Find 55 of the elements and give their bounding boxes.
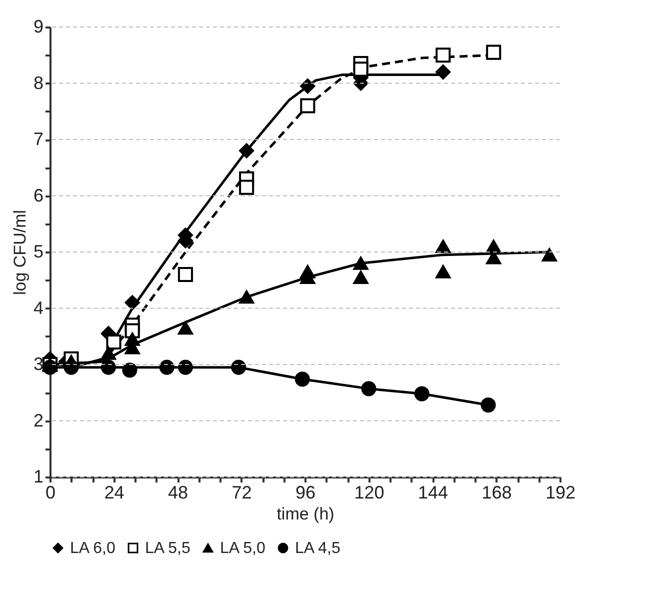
- point: [100, 360, 116, 375]
- point: [124, 295, 140, 310]
- point: [300, 78, 316, 94]
- point: [414, 386, 430, 402]
- x-tick-label: 96: [295, 482, 316, 502]
- y-tick-label: 2: [33, 410, 44, 430]
- legend-label: LA 6,0: [70, 540, 116, 557]
- point: [480, 397, 496, 413]
- x-axis-title: time (h): [276, 504, 334, 524]
- point: [106, 334, 122, 350]
- point: [353, 62, 368, 77]
- y-tick-label: 3: [33, 354, 44, 374]
- legend-label: LA 4,5: [295, 540, 340, 557]
- point: [42, 360, 58, 375]
- legend-label: LA 5,5: [145, 540, 190, 557]
- point: [64, 360, 79, 375]
- point: [436, 240, 451, 254]
- point: [361, 381, 376, 396]
- point: [353, 256, 368, 270]
- point: [100, 346, 116, 360]
- x-tick-label: 144: [418, 482, 448, 502]
- point: [159, 360, 174, 375]
- y-tick-label: 8: [33, 72, 44, 93]
- point: [239, 180, 254, 195]
- point: [353, 270, 368, 284]
- x-tick-label: 120: [354, 482, 384, 502]
- y-tick-label: 6: [33, 185, 44, 206]
- point: [239, 290, 254, 304]
- point: [486, 44, 502, 60]
- x-tick-label: 0: [45, 482, 56, 502]
- point: [294, 372, 310, 387]
- point: [231, 360, 246, 375]
- x-tick-label: 48: [168, 482, 188, 502]
- point: [436, 265, 451, 278]
- x-tick-label: 72: [232, 482, 252, 502]
- x-tick-label: 192: [545, 482, 576, 502]
- y-axis-title: log CFU/ml: [10, 210, 30, 296]
- y-tick-label: 4: [33, 298, 44, 318]
- y-tick-label: 1: [33, 466, 44, 486]
- point: [300, 98, 316, 114]
- y-tick-label: 9: [33, 16, 44, 36]
- point: [122, 362, 138, 378]
- point: [436, 64, 451, 80]
- point: [178, 321, 193, 335]
- point: [239, 143, 254, 158]
- y-tick-label: 5: [33, 242, 44, 262]
- point: [486, 240, 502, 254]
- x-tick-label: 168: [482, 482, 512, 502]
- point: [436, 48, 451, 63]
- point: [178, 266, 193, 282]
- y-tick-label: 7: [33, 129, 44, 149]
- x-tick-label: 24: [104, 482, 124, 502]
- legend-label: LA 5,0: [220, 540, 266, 557]
- point: [178, 360, 193, 375]
- point: [542, 248, 557, 262]
